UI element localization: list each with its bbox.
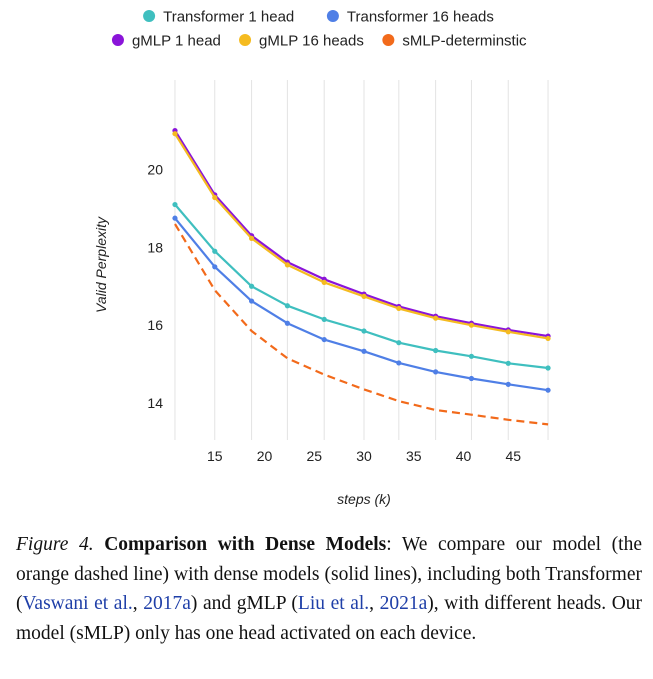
data-point-gmlp-16-heads-9 [505, 329, 511, 335]
series-line-gmlp-1-head [174, 130, 549, 338]
data-point-gmlp-16-heads-3 [284, 262, 290, 268]
legend-label-transformer-16-heads: Transformer 16 heads [347, 9, 494, 26]
data-point-gmlp-16-heads-0 [172, 131, 178, 137]
data-point-transformer-1-head-10 [545, 365, 551, 371]
legend-item-smlp-determinstic[interactable]: sMLP-determinstic [382, 33, 527, 50]
x-axis-title: steps (k) [337, 491, 391, 507]
data-point-transformer-16-heads-9 [505, 381, 511, 387]
data-point-gmlp-16-heads-2 [248, 235, 255, 241]
data-point-gmlp-16-heads-10 [545, 335, 551, 342]
y-tick-label-14: 14 [147, 395, 163, 411]
caption-sep-2: , [369, 593, 380, 614]
legend-label-gmlp-16-heads: gMLP 16 heads [259, 33, 364, 50]
citation-liu-authors[interactable]: Liu et al. [297, 593, 370, 614]
x-axis-ticks: 15 20 25 30 35 40 45 [207, 448, 521, 464]
data-point-transformer-1-head-5 [361, 328, 367, 334]
legend-swatch-transformer-1-head [143, 10, 156, 22]
legend-item-gmlp-16-heads[interactable]: gMLP 16 heads [239, 33, 364, 50]
series-line-gmlp-16-heads [174, 133, 549, 340]
legend-swatch-smlp-determinstic [382, 34, 395, 46]
figure-label: Figure 4. [16, 534, 94, 555]
legend-label-gmlp-1-head: gMLP 1 head [132, 33, 221, 50]
series-transformer-16-heads [172, 215, 551, 393]
legend-swatch-gmlp-16-heads [239, 34, 252, 46]
data-point-transformer-16-heads-5 [361, 348, 367, 354]
legend-item-gmlp-1-head[interactable]: gMLP 1 head [111, 33, 221, 50]
data-point-transformer-1-head-6 [396, 340, 402, 346]
y-axis-title: Valid Perplexity [93, 216, 109, 313]
series-line-transformer-16-heads [174, 217, 549, 392]
legend-label-smlp-determinstic: sMLP-determinstic [402, 33, 527, 50]
series-gmlp-1-head [172, 127, 551, 339]
x-tick-label-30: 30 [356, 448, 372, 464]
figure-caption: Figure 4. Comparison with Dense Models: … [16, 530, 642, 648]
legend-label-transformer-1-head: Transformer 1 head [163, 9, 294, 26]
figure-title: Comparison with Dense Models [104, 534, 387, 555]
data-point-gmlp-16-heads-6 [396, 305, 402, 312]
vertical-gridlines [174, 80, 549, 440]
data-point-transformer-16-heads-7 [433, 369, 439, 375]
data-point-gmlp-16-heads-5 [361, 293, 367, 299]
data-point-transformer-1-head-2 [248, 283, 255, 289]
data-point-transformer-16-heads-8 [468, 375, 475, 382]
data-point-gmlp-16-heads-4 [321, 279, 327, 285]
line-chart: 15 20 25 30 35 40 45 14 16 18 20 Transformer 1 he… [93, 9, 551, 507]
data-point-transformer-16-heads-1 [212, 264, 218, 270]
caption-sep-1: , [132, 593, 144, 614]
x-tick-label-15: 15 [207, 448, 223, 464]
series-gmlp-16-heads [172, 131, 551, 342]
legend-swatch-gmlp-1-head [111, 34, 124, 46]
x-tick-label-40: 40 [456, 448, 472, 464]
caption-text-1: : We compare our model (the orange dashe… [16, 534, 642, 614]
caption-text-3: ), with different heads. Our model (sMLP… [16, 593, 643, 644]
series-lines [172, 127, 551, 426]
series-line-transformer-1-head [174, 203, 549, 370]
data-point-gmlp-16-heads-7 [433, 315, 439, 321]
citation-vaswani-authors[interactable]: Vaswani et al. [22, 593, 133, 614]
citation-liu-year[interactable]: 2021a [379, 593, 428, 614]
series-smlp-determinstic [174, 223, 549, 426]
x-tick-label-45: 45 [505, 448, 521, 464]
data-point-transformer-1-head-9 [505, 360, 511, 366]
data-point-transformer-16-heads-4 [321, 336, 327, 343]
data-point-transformer-16-heads-3 [284, 320, 290, 326]
data-point-gmlp-16-heads-8 [468, 322, 475, 328]
caption-text-2: ) and gMLP ( [190, 593, 298, 614]
y-tick-label-18: 18 [147, 239, 163, 255]
x-tick-label-20: 20 [257, 448, 273, 464]
data-point-transformer-16-heads-2 [248, 298, 255, 304]
data-point-transformer-1-head-3 [284, 303, 290, 309]
x-tick-label-35: 35 [406, 448, 422, 464]
y-tick-label-16: 16 [147, 317, 163, 333]
data-point-transformer-1-head-4 [321, 316, 327, 322]
citation-vaswani-year[interactable]: 2017a [143, 593, 191, 614]
legend-item-transformer-1-head[interactable]: Transformer 1 head [143, 9, 294, 26]
data-point-transformer-16-heads-0 [172, 215, 178, 221]
data-point-gmlp-16-heads-1 [212, 194, 218, 201]
data-point-transformer-1-head-1 [212, 248, 218, 254]
y-tick-label-20: 20 [147, 162, 163, 178]
data-point-transformer-1-head-7 [433, 347, 439, 354]
legend-swatch-transformer-16-heads [326, 10, 339, 22]
legend: Transformer 1 head Transformer 16 heads gM… [111, 9, 527, 50]
data-point-transformer-1-head-0 [172, 201, 178, 208]
data-point-transformer-1-head-8 [468, 353, 475, 359]
y-axis-ticks: 14 16 18 20 [147, 162, 163, 412]
series-transformer-1-head [172, 201, 551, 371]
data-point-transformer-16-heads-10 [545, 387, 551, 393]
legend-item-transformer-16-heads[interactable]: Transformer 16 heads [326, 9, 494, 26]
data-point-transformer-16-heads-6 [396, 360, 402, 366]
x-tick-label-25: 25 [306, 448, 322, 464]
series-line-smlp-determinstic [174, 223, 549, 426]
